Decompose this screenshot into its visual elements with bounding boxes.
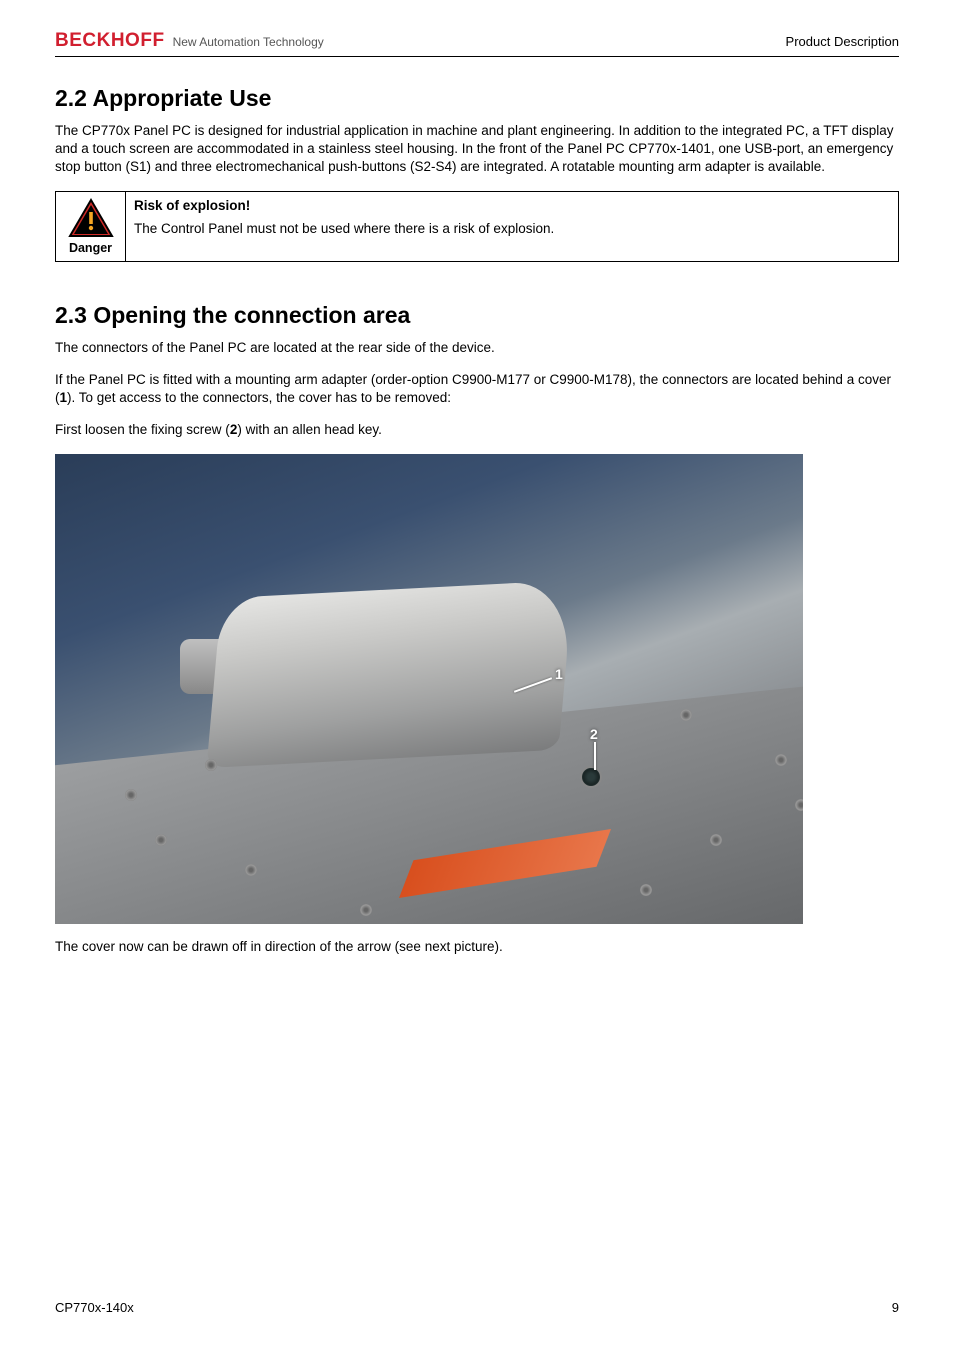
figure-callout-1: 1 <box>555 666 563 682</box>
logo-brand: BECKHOFF <box>55 30 165 52</box>
page-footer: CP770x-140x 9 <box>55 1300 899 1315</box>
section-2-3-title: 2.3 Opening the connection area <box>55 302 899 329</box>
para2-bold-1: 1 <box>60 390 68 405</box>
header-section-label: Product Description <box>786 34 899 49</box>
figure-screw-icon <box>775 754 787 766</box>
section-2-2-title: 2.2 Appropriate Use <box>55 85 899 112</box>
section-2-3-para2: If the Panel PC is fitted with a mountin… <box>55 371 899 407</box>
page-header: BECKHOFF New Automation Technology Produ… <box>55 30 899 57</box>
danger-risk-title: Risk of explosion! <box>134 198 890 213</box>
footer-doc-id: CP770x-140x <box>55 1300 134 1315</box>
section-2-3-para1: The connectors of the Panel PC are locat… <box>55 339 899 357</box>
danger-risk-text: The Control Panel must not be used where… <box>134 221 554 236</box>
danger-icon-cell: Danger <box>56 191 126 261</box>
figure-cover-shape <box>206 579 573 767</box>
figure-screw-icon <box>795 799 803 811</box>
section-2-3-para3: First loosen the fixing screw (2) with a… <box>55 421 899 439</box>
para3-post: ) with an allen head key. <box>237 422 382 437</box>
figure-screw-icon <box>205 759 217 771</box>
figure-callout-2: 2 <box>590 726 598 742</box>
figure-screw-icon <box>125 789 137 801</box>
section-2-3-para4: The cover now can be drawn off in direct… <box>55 938 899 956</box>
danger-callout-box: Danger Risk of explosion! The Control Pa… <box>55 191 899 262</box>
danger-text-cell: Risk of explosion! The Control Panel mus… <box>126 191 899 261</box>
figure-screw-icon <box>680 709 692 721</box>
figure-leader-line-2 <box>594 742 596 770</box>
figure-fixing-screw-icon <box>580 766 602 788</box>
footer-page-number: 9 <box>892 1300 899 1315</box>
para2-mid: ). To get access to the connectors, the … <box>67 390 451 405</box>
figure-connection-cover: 1 2 <box>55 454 803 924</box>
figure-screw-icon <box>640 884 652 896</box>
figure-screw-icon <box>710 834 722 846</box>
figure-screw-icon <box>245 864 257 876</box>
section-2-2-paragraph: The CP770x Panel PC is designed for indu… <box>55 122 899 177</box>
danger-triangle-icon <box>68 198 114 238</box>
figure-screw-icon <box>360 904 372 916</box>
para3-pre: First loosen the fixing screw ( <box>55 422 230 437</box>
logo-tagline: New Automation Technology <box>173 35 324 49</box>
danger-label: Danger <box>69 241 112 255</box>
logo-block: BECKHOFF New Automation Technology <box>55 30 324 52</box>
figure-screw-icon <box>155 834 167 846</box>
